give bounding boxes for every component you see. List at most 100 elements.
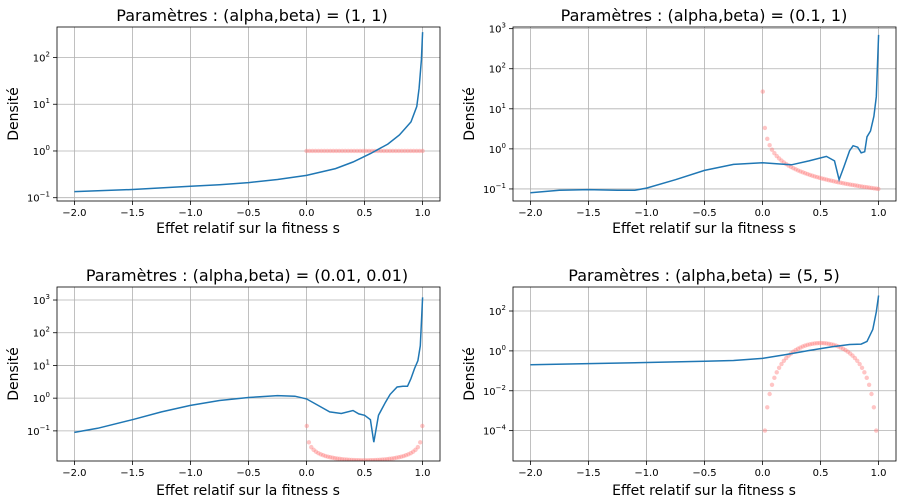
panel-4-x-tick-label: −1.0 xyxy=(634,468,658,479)
panel-3-plot-area: −2.0 −1.5 −1.0 −0.5 0.0 0.5 1.0 10−1 100 101 102 10… xyxy=(27,286,441,479)
panel-3-x-tick-label: 0.5 xyxy=(357,468,373,479)
panel-2-scatter-point xyxy=(774,153,779,159)
panel-3-scatter-point xyxy=(394,455,399,460)
panel-4-scatter-point xyxy=(874,428,879,433)
panel-4-scatter-point xyxy=(814,341,820,346)
panel-4-density-line xyxy=(530,295,880,366)
panel-1-x-tick-label: 1.0 xyxy=(415,208,431,219)
panel-2-scatter-point xyxy=(864,185,869,190)
panel-1-scatter-point xyxy=(351,148,357,154)
panel-2-scatter-point xyxy=(791,165,796,171)
panel-1-title: Paramètres : (alpha,beta) = (1, 1) xyxy=(116,6,387,25)
panel-2-scatter-point xyxy=(829,178,834,183)
panel-3-scatter-point xyxy=(418,440,423,445)
panel-1-x-tick-label: −1.0 xyxy=(178,208,202,219)
panel-1-x-tick-label: −2.0 xyxy=(62,208,86,219)
panel-2-scatter-point xyxy=(874,186,879,191)
panel-4-scatter-point xyxy=(769,382,775,388)
panel-3-scatter-point xyxy=(403,453,409,458)
panel-1-scatter-point xyxy=(396,148,401,154)
panel-1-scatter-point xyxy=(390,148,396,154)
panel-2-scatter-point xyxy=(859,184,865,189)
panel-4-title: Paramètres : (alpha,beta) = (5, 5) xyxy=(568,266,839,285)
panel-1-scatter-point xyxy=(417,148,422,154)
panel-4-scatter-point xyxy=(829,342,834,347)
panel-3-scatter-point xyxy=(328,455,333,460)
panel-1-series-group xyxy=(74,32,425,193)
panel-2-scatter-point xyxy=(760,89,765,94)
panel-3-scatter-point xyxy=(304,423,309,429)
panel-4-scatter-point xyxy=(781,358,787,363)
panel-4-scatter-point xyxy=(821,341,827,346)
panel-3-scatter-point xyxy=(358,458,364,461)
panel-4-scatter-point xyxy=(812,341,817,346)
panel-4-scatter-point xyxy=(805,342,810,348)
panel-4-scatter-point xyxy=(871,405,877,410)
panel-3: Paramètres : (alpha,beta) = (0.01, 0.01)… xyxy=(6,266,441,499)
panel-1-scatter-point xyxy=(310,148,315,154)
panel-4-scatter-point xyxy=(795,346,801,351)
panel-3-scatter-point xyxy=(389,456,394,461)
panel-1-scatter-point xyxy=(328,148,333,154)
panel-1-scatter-point xyxy=(354,148,360,154)
panel-3-scatter-point xyxy=(380,457,385,461)
panel-1-x-tick-label: −1.5 xyxy=(120,208,144,219)
panel-4-y-tick-label: 102 xyxy=(489,304,506,318)
panel-3-scatter-point xyxy=(396,455,402,460)
panel-2-scatter-point xyxy=(857,183,862,189)
panel-4-scatter-point xyxy=(798,345,803,350)
panel-2-scatter-point xyxy=(862,184,867,190)
panel-3-scatter-point xyxy=(332,455,338,461)
panel-2-scatter-point xyxy=(866,185,872,190)
panel-1-scatter-point xyxy=(405,148,410,154)
panel-2-scatter-point xyxy=(776,156,782,161)
panel-2: Paramètres : (alpha,beta) = (0.1, 1) −2.… xyxy=(462,6,897,237)
panel-1-scatter-point xyxy=(402,148,407,154)
panel-1-scatter-point xyxy=(325,148,330,154)
panel-2-scatter-point xyxy=(833,179,839,184)
panel-1-y-tick-label: 101 xyxy=(33,97,50,111)
panel-3-scatter-point xyxy=(368,458,373,461)
panel-1: Paramètres : (alpha,beta) = (1, 1) −2.0 −… xyxy=(6,6,441,237)
panel-2-scatter-point xyxy=(847,182,853,187)
panel-2-scatter-point xyxy=(798,169,803,174)
panel-3-scatter-point xyxy=(335,456,340,461)
panel-2-series-group xyxy=(530,34,881,194)
panel-2-scatter-point xyxy=(869,185,874,191)
panel-4-scatter-point xyxy=(779,361,784,367)
panel-4-scatter-point xyxy=(850,353,855,358)
panel-1-scatter-point xyxy=(319,148,324,154)
panel-3-x-tick-label: −1.0 xyxy=(178,468,202,479)
panel-1-scatter-point xyxy=(393,148,399,154)
panel-2-scatter-point xyxy=(788,164,794,170)
panel-3-scatter-point xyxy=(356,458,361,461)
panel-3-scatter-point xyxy=(415,444,421,450)
panel-1-scatter-point xyxy=(381,148,387,154)
panel-2-scatter-point xyxy=(824,177,829,182)
panel-2-scatter-point xyxy=(840,181,846,186)
panel-1-scatter-point xyxy=(360,148,366,154)
panel-1-plot-area: −2.0 −1.5 −1.0 −0.5 0.0 0.5 1.0 10−1 100 101 102 xyxy=(27,26,441,219)
panel-3-y-tick-label: 100 xyxy=(33,391,50,405)
panel-1-scatter-point xyxy=(408,148,413,154)
panel-1-scatter-point xyxy=(334,148,339,154)
panel-4-scatter-point xyxy=(864,375,869,381)
panel-2-scatter-point xyxy=(850,182,855,188)
panel-4-scatter-point xyxy=(824,341,829,346)
panel-3-scatter-point xyxy=(375,457,380,461)
panel-2-scatter-point xyxy=(838,180,843,185)
panel-2-scatter-point xyxy=(767,142,772,148)
panel-2-scatter-point xyxy=(765,136,770,142)
panel-1-y-tick-label: 102 xyxy=(33,51,50,65)
panel-4-x-tick-label: 0.5 xyxy=(813,468,829,479)
panel-3-scatter-point xyxy=(320,453,326,458)
panel-1-scatter-point xyxy=(316,148,321,154)
panel-1-scatter-point xyxy=(384,148,390,154)
panel-2-y-axis-label: Densité xyxy=(462,87,478,141)
panel-2-y-tick-label: 10−1 xyxy=(483,182,506,196)
panel-4-series-group xyxy=(530,295,880,433)
panel-4-plot-area: −2.0 −1.5 −1.0 −0.5 0.0 0.5 1.0 10−4 10−2 100 102 xyxy=(483,286,897,479)
panel-3-y-tick-label: 10−1 xyxy=(27,424,50,438)
panel-3-scatter-point xyxy=(316,450,321,456)
panel-1-scatter-point xyxy=(363,148,369,154)
